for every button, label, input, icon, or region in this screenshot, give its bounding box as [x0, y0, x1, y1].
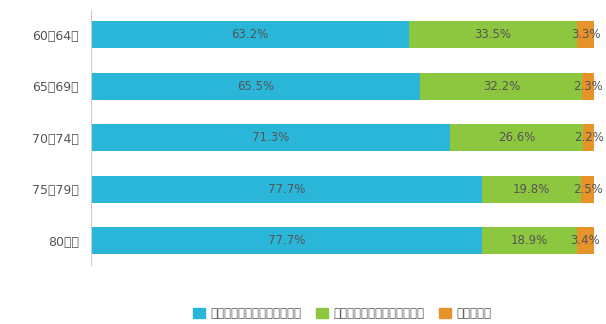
Bar	[482, 176, 581, 202]
Bar	[578, 21, 594, 48]
Bar	[91, 21, 409, 48]
Bar	[91, 73, 421, 99]
Text: 33.5%: 33.5%	[474, 28, 511, 41]
Text: 63.2%: 63.2%	[231, 28, 268, 41]
Bar	[421, 73, 582, 99]
Bar	[577, 227, 594, 254]
Text: 2.2%: 2.2%	[574, 131, 604, 144]
Text: 65.5%: 65.5%	[237, 80, 274, 93]
Text: 77.7%: 77.7%	[268, 234, 305, 247]
Text: 18.9%: 18.9%	[511, 234, 548, 247]
Text: 77.7%: 77.7%	[268, 183, 305, 196]
Text: 3.3%: 3.3%	[571, 28, 601, 41]
Bar	[581, 176, 594, 202]
Bar	[91, 124, 450, 151]
Text: 3.4%: 3.4%	[570, 234, 600, 247]
Bar	[409, 21, 578, 48]
Text: 32.2%: 32.2%	[483, 80, 520, 93]
Text: 2.5%: 2.5%	[573, 183, 602, 196]
Legend: 不安と感じていることはない, 不安と感じていることがある, わからない: 不安と感じていることはない, 不安と感じていることがある, わからない	[188, 302, 496, 324]
Bar	[91, 227, 482, 254]
Bar	[450, 124, 584, 151]
Bar	[582, 73, 594, 99]
Text: 71.3%: 71.3%	[251, 131, 289, 144]
Text: 19.8%: 19.8%	[513, 183, 550, 196]
Bar	[584, 124, 594, 151]
Bar	[91, 176, 482, 202]
Bar	[482, 227, 577, 254]
Text: 26.6%: 26.6%	[498, 131, 535, 144]
Text: 2.3%: 2.3%	[573, 80, 603, 93]
